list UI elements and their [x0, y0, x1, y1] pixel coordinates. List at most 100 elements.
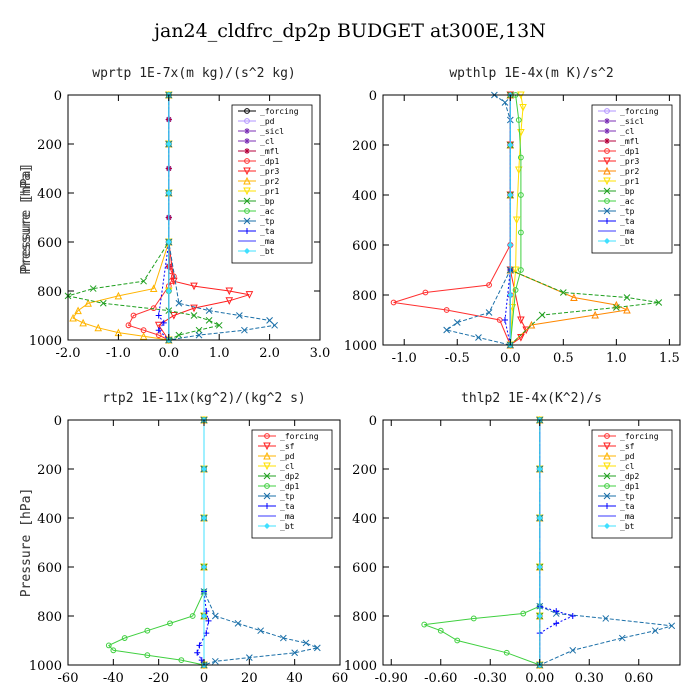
series-point [422, 289, 429, 296]
legend-label: _pd [620, 452, 635, 461]
series-point [668, 622, 676, 630]
legend-label: _forcing [620, 432, 659, 441]
legend-marker [603, 166, 611, 175]
legend-marker [263, 492, 271, 500]
legend-marker [244, 208, 250, 214]
legend-label: _ma [620, 227, 635, 236]
y-tick-label: 1000 [344, 659, 377, 674]
legend-label: _bp [620, 187, 635, 196]
legend-marker [244, 138, 250, 144]
series-point [190, 312, 198, 319]
series-point [559, 289, 567, 296]
x-tick-label: 0 [200, 671, 208, 686]
series-point [121, 635, 128, 641]
legend-marker [244, 158, 250, 164]
series-point [527, 320, 536, 329]
series-point [517, 267, 524, 273]
legend-marker [263, 451, 271, 460]
series-point [569, 613, 576, 619]
series-point [501, 317, 508, 323]
y-tick-label: 800 [37, 285, 62, 300]
series-point [443, 326, 450, 334]
x-tick-label: -40 [103, 671, 124, 686]
x-tick-label: -2.0 [55, 346, 80, 361]
series-line [509, 94, 522, 346]
series-line [168, 95, 276, 341]
series-line [72, 95, 170, 341]
legend-label: _sicl [260, 127, 284, 136]
legend-label: _pr2 [260, 177, 279, 186]
series-point [160, 319, 167, 326]
series-point [485, 309, 493, 316]
series-point [475, 334, 482, 341]
series-point [501, 99, 509, 106]
legend-marker [603, 442, 611, 451]
series-point [144, 627, 151, 634]
y-tick-label: 1000 [29, 334, 62, 349]
x-tick-label: -0.90 [375, 671, 408, 686]
legend-label: _tp [620, 207, 635, 216]
subplot-title: wpthlp 1E-4x(m K)/s^2 [449, 66, 613, 81]
y-tick-label: 400 [37, 512, 62, 527]
legend-label: _forcing [280, 432, 319, 441]
series-line [393, 95, 511, 346]
legend-label: _cl [280, 462, 295, 471]
x-tick-label: 40 [286, 671, 303, 686]
y-tick-label: 200 [37, 463, 62, 478]
series-point [89, 285, 97, 292]
series-point [536, 613, 543, 619]
series-point [536, 515, 543, 521]
series-point [507, 142, 514, 148]
series-point [553, 620, 560, 627]
subplot-title: wprtp 1E-7x(m kg)/(s^2 kg) [92, 66, 296, 81]
legend-marker [603, 207, 611, 215]
legend-label: _dp2 [620, 472, 639, 481]
series-point [421, 621, 428, 628]
series-point [313, 644, 321, 652]
series-point [94, 323, 103, 332]
legend-label: _ta [620, 217, 635, 226]
series-point [149, 284, 158, 293]
legend-marker [263, 462, 271, 471]
series-point [651, 627, 659, 635]
legend-marker [264, 503, 270, 509]
legend-marker [604, 483, 610, 489]
series-point [507, 192, 514, 198]
series-point [196, 642, 203, 649]
plot-frame [382, 94, 681, 346]
series-point [84, 299, 92, 307]
series-line [196, 420, 210, 666]
series-point [512, 287, 519, 293]
x-tick-label: 0.0 [500, 351, 521, 366]
series-point [613, 304, 620, 311]
legend-label: _bt [620, 522, 635, 531]
y-tick-label: 600 [37, 561, 62, 576]
legend-label: _cl [260, 137, 275, 146]
legend-marker [243, 217, 251, 225]
series-point [205, 317, 213, 324]
series-line [107, 420, 205, 666]
legend-marker [604, 433, 610, 439]
series-point [241, 326, 248, 334]
legend-label: _pr3 [620, 157, 639, 166]
legend-marker [604, 118, 610, 124]
x-tick-label: 20 [241, 671, 258, 686]
series-point [175, 299, 183, 307]
series-point [390, 299, 397, 306]
series-point [211, 657, 219, 665]
series-point [195, 326, 203, 334]
x-tick-label: -0.60 [424, 671, 457, 686]
y-tick-label: 200 [37, 138, 62, 153]
legend-marker [264, 483, 270, 489]
series-point [144, 652, 151, 659]
y-tick-label: 800 [352, 610, 377, 625]
legend-marker [243, 167, 251, 176]
series-point [139, 332, 148, 340]
legend-label: _cl [620, 127, 635, 136]
legend-marker [604, 108, 610, 114]
legend-label: _ac [620, 197, 635, 206]
plot-frame [67, 94, 321, 341]
series-point [99, 299, 107, 307]
legend-label: _forcing [260, 107, 299, 116]
